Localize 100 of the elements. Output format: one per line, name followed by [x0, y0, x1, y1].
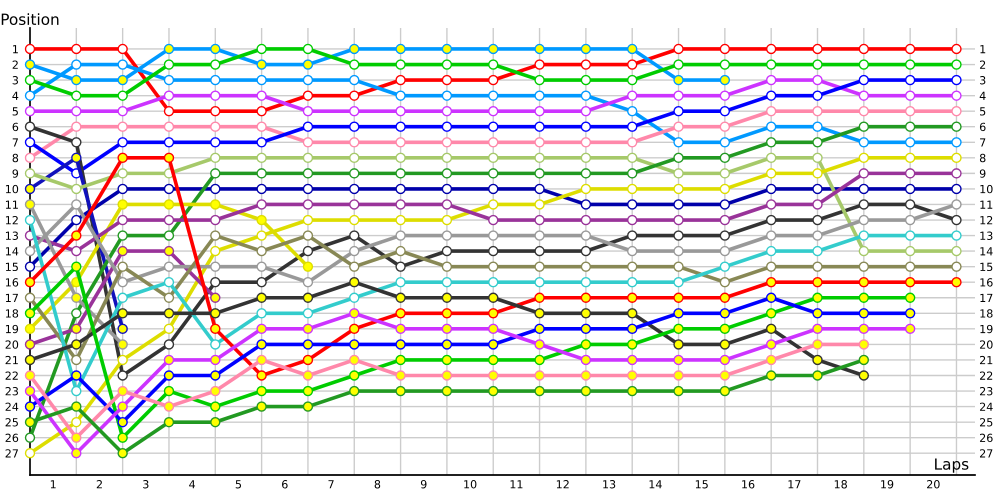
y-tick-label: 1	[13, 45, 18, 54]
point	[256, 308, 267, 318]
point	[673, 90, 684, 101]
point	[904, 90, 916, 101]
point	[580, 386, 592, 396]
point	[488, 90, 498, 101]
point	[673, 106, 684, 116]
point	[534, 292, 545, 303]
point	[256, 59, 267, 70]
point	[488, 44, 498, 54]
point	[488, 308, 498, 318]
point	[442, 370, 452, 381]
point	[720, 230, 730, 241]
y-tick-label: 11	[6, 200, 18, 209]
point	[858, 137, 870, 148]
point	[580, 74, 592, 86]
point	[488, 214, 498, 226]
point	[627, 277, 638, 288]
point	[442, 184, 452, 194]
point	[673, 339, 684, 350]
point	[627, 152, 638, 164]
point	[627, 292, 638, 303]
x-tick-label: 3	[143, 480, 148, 488]
point	[720, 122, 730, 132]
y2-tick-label: 24	[980, 402, 993, 411]
point	[720, 59, 730, 70]
x-tick-label: 14	[650, 480, 662, 488]
y2-tick-label: 17	[980, 294, 992, 302]
point	[720, 199, 730, 210]
point	[164, 386, 174, 396]
point	[812, 199, 823, 210]
point	[210, 292, 220, 303]
point	[210, 122, 220, 132]
y-tick-label: 18	[6, 309, 18, 318]
point	[488, 137, 498, 148]
point	[673, 261, 684, 272]
point	[673, 230, 684, 241]
point	[117, 74, 128, 86]
point	[442, 137, 452, 148]
point	[627, 137, 638, 148]
point	[302, 324, 314, 334]
point	[442, 308, 452, 318]
point	[117, 168, 128, 179]
point	[766, 44, 776, 54]
y-tick-label: 14	[6, 247, 18, 256]
point	[395, 324, 406, 334]
point	[488, 122, 498, 132]
point	[71, 59, 82, 70]
point	[117, 261, 128, 272]
point	[349, 122, 360, 132]
point	[442, 199, 452, 210]
point	[858, 168, 870, 179]
point	[117, 246, 128, 256]
point	[904, 261, 916, 272]
point	[164, 137, 174, 148]
y2-tick-label: 4	[980, 92, 986, 100]
y2-tick-label: 18	[980, 309, 993, 318]
point	[71, 44, 82, 54]
point	[164, 152, 174, 164]
point	[71, 90, 82, 101]
point	[164, 74, 174, 86]
point	[210, 308, 220, 318]
point	[766, 277, 776, 288]
point	[673, 44, 684, 54]
y2-tick-label: 12	[980, 216, 992, 224]
point	[442, 106, 452, 116]
point	[766, 354, 776, 366]
point	[24, 354, 36, 366]
point	[164, 416, 174, 428]
point	[256, 324, 267, 334]
point	[349, 277, 360, 288]
point	[673, 324, 684, 334]
point	[256, 292, 267, 303]
point	[488, 230, 498, 241]
point	[951, 261, 962, 272]
point	[24, 214, 36, 226]
point	[951, 168, 962, 179]
point	[488, 184, 498, 194]
point	[24, 308, 36, 318]
point	[256, 246, 267, 256]
point	[812, 246, 823, 256]
point	[442, 59, 452, 70]
point	[256, 106, 267, 116]
point	[904, 106, 916, 116]
point	[580, 106, 592, 116]
point	[164, 246, 174, 256]
point	[488, 324, 498, 334]
point	[858, 106, 870, 116]
point	[534, 59, 545, 70]
point	[951, 184, 962, 194]
point	[395, 152, 406, 164]
point	[627, 214, 638, 226]
x-tick-label: 20	[927, 480, 940, 488]
point	[442, 90, 452, 101]
point	[720, 354, 730, 366]
point	[442, 44, 452, 54]
point	[766, 199, 776, 210]
point	[534, 324, 545, 334]
point	[442, 261, 452, 272]
y2-tick-label: 14	[980, 247, 993, 256]
